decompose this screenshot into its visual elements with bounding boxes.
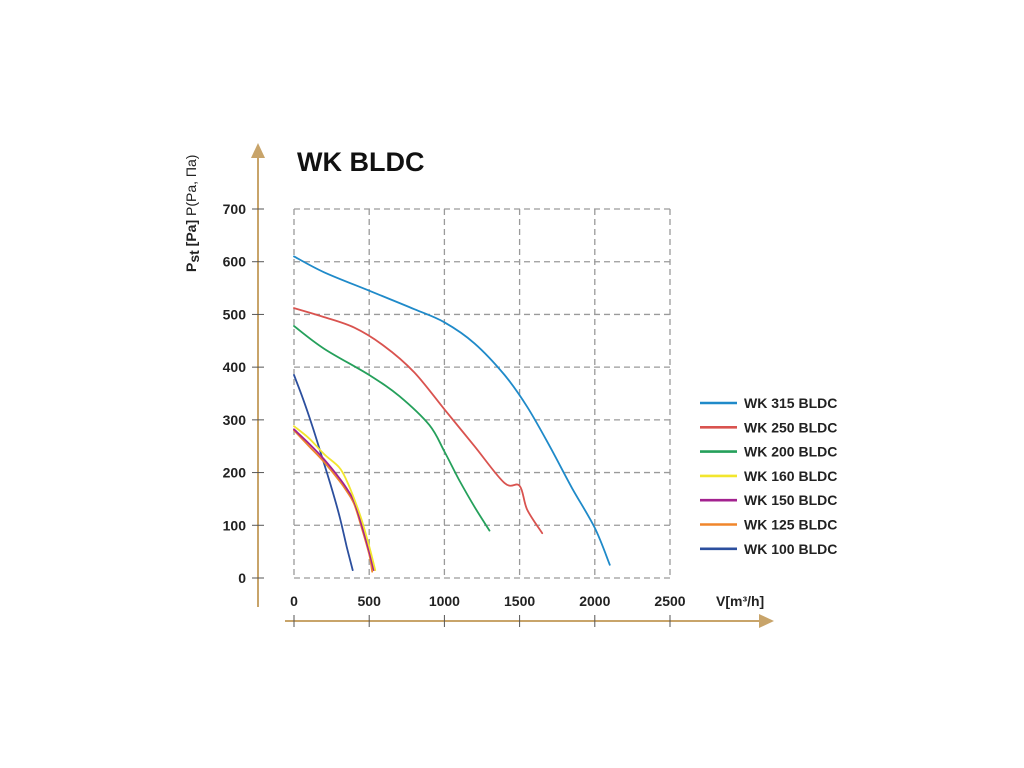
legend-label-wk-250-bldc: WK 250 BLDC [744, 419, 837, 435]
legend-label-wk-150-bldc: WK 150 BLDC [744, 492, 837, 508]
legend-label-wk-200-bldc: WK 200 BLDC [744, 444, 837, 460]
y-tick-label: 0 [238, 570, 246, 586]
grid [293, 208, 671, 579]
legend-label-wk-160-bldc: WK 160 BLDC [744, 468, 837, 484]
series-line-wk-315-bldc [293, 255, 611, 566]
y-tick-label: 500 [223, 306, 247, 322]
x-axis-arrow-icon [759, 614, 774, 628]
y-ticks: 0 100 200 300 400 500 600 700 [223, 201, 264, 586]
x-tick-label: 500 [358, 593, 382, 609]
y-axis-title-sub: st [186, 250, 202, 263]
y-axis-title-main: P [183, 263, 199, 272]
legend-label-wk-315-bldc: WK 315 BLDC [744, 395, 837, 411]
chart-title: WK BLDC [297, 147, 424, 177]
series-line-wk-125-bldc [293, 429, 374, 573]
legend-label-wk-125-bldc: WK 125 BLDC [744, 517, 837, 533]
series-line-wk-150-bldc [293, 428, 375, 571]
y-tick-label: 600 [223, 254, 247, 270]
x-tick-label: 2500 [654, 593, 685, 609]
x-tick-label: 1000 [429, 593, 460, 609]
x-axis-title: V[m³/h] [716, 593, 764, 609]
series-line-wk-200-bldc [293, 325, 491, 532]
y-axis-arrow-icon [251, 143, 265, 158]
x-tick-label: 0 [290, 593, 298, 609]
y-axis-title-unit: [Pa] [183, 220, 199, 250]
axes [251, 143, 774, 628]
y-tick-label: 700 [223, 201, 247, 217]
y-tick-label: 200 [223, 465, 247, 481]
x-tick-label: 2000 [579, 593, 610, 609]
x-tick-label: 1500 [504, 593, 535, 609]
y-axis-title: Pst [Pa] P(Pa, Па) [183, 155, 202, 272]
legend-label-wk-100-bldc: WK 100 BLDC [744, 541, 837, 557]
legend: WK 315 BLDC WK 250 BLDC WK 200 BLDC WK 160 … [700, 395, 837, 557]
series-line-wk-160-bldc [293, 425, 377, 571]
y-tick-label: 100 [223, 517, 247, 533]
series-line-wk-100-bldc [293, 374, 354, 571]
y-tick-label: 400 [223, 359, 247, 375]
series-line-wk-250-bldc [293, 307, 544, 535]
y-axis-title-alt: P(Pa, Па) [183, 155, 199, 220]
x-ticks: 0 500 1000 1500 2000 2500 [290, 593, 686, 627]
series [293, 255, 611, 573]
y-tick-label: 300 [223, 412, 247, 428]
